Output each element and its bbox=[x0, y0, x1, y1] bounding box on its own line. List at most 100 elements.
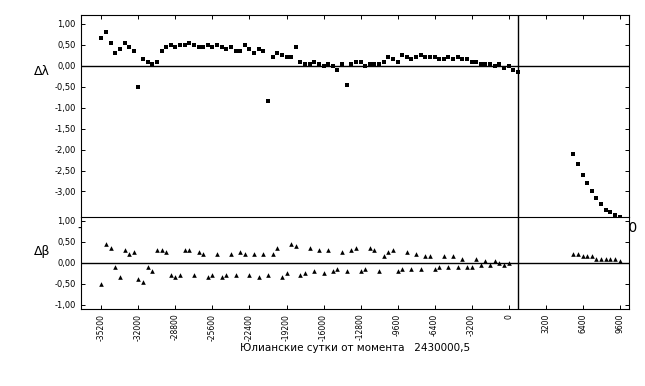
Point bbox=[157, 247, 167, 253]
Point bbox=[295, 272, 306, 278]
Point bbox=[217, 274, 227, 281]
Point bbox=[207, 44, 217, 50]
Point bbox=[134, 276, 144, 283]
Point bbox=[397, 266, 408, 272]
Point bbox=[494, 61, 504, 67]
Point bbox=[277, 274, 287, 281]
Point bbox=[457, 256, 468, 262]
Point bbox=[115, 274, 125, 281]
Point bbox=[128, 48, 139, 54]
Point bbox=[212, 251, 223, 257]
Point bbox=[240, 42, 250, 48]
Point bbox=[138, 56, 148, 63]
Point bbox=[175, 42, 185, 48]
Point bbox=[189, 42, 199, 48]
Point bbox=[411, 251, 421, 257]
Point bbox=[253, 274, 264, 281]
Point bbox=[346, 61, 357, 67]
Point bbox=[291, 243, 301, 249]
Point bbox=[323, 61, 333, 67]
Point bbox=[263, 272, 273, 278]
Point bbox=[313, 61, 324, 67]
Point bbox=[481, 61, 491, 67]
Point bbox=[258, 251, 268, 257]
Point bbox=[466, 58, 477, 64]
Point bbox=[406, 56, 417, 63]
Point bbox=[369, 61, 379, 67]
Point bbox=[411, 54, 421, 61]
Point bbox=[110, 264, 121, 270]
Point bbox=[119, 40, 130, 46]
Point bbox=[268, 54, 278, 61]
Y-axis label: Δλ: Δλ bbox=[34, 65, 50, 78]
Point bbox=[605, 256, 615, 262]
Point bbox=[351, 58, 361, 64]
Point bbox=[147, 61, 157, 67]
Point bbox=[249, 251, 259, 257]
Point bbox=[249, 50, 259, 56]
Point bbox=[600, 256, 611, 262]
Point bbox=[217, 44, 227, 50]
Point bbox=[573, 161, 583, 167]
Point bbox=[504, 260, 514, 266]
Point bbox=[420, 253, 430, 259]
Point bbox=[328, 268, 338, 274]
Point bbox=[351, 245, 361, 251]
Point bbox=[170, 44, 181, 50]
Point bbox=[415, 52, 426, 58]
Point bbox=[157, 48, 167, 54]
Point bbox=[596, 201, 606, 207]
Point bbox=[494, 260, 504, 266]
Point bbox=[230, 272, 241, 278]
Point bbox=[379, 253, 389, 259]
Point bbox=[198, 251, 208, 257]
Point bbox=[402, 249, 412, 255]
Point bbox=[161, 249, 172, 255]
Point bbox=[258, 48, 268, 54]
Point bbox=[471, 58, 481, 64]
Point bbox=[272, 245, 283, 251]
Point bbox=[610, 256, 620, 262]
Point bbox=[485, 61, 495, 67]
Point bbox=[328, 63, 338, 69]
Point bbox=[369, 247, 379, 253]
Point bbox=[573, 251, 583, 257]
Point bbox=[319, 270, 329, 276]
Y-axis label: Δβ: Δβ bbox=[34, 245, 50, 258]
Point bbox=[406, 266, 417, 272]
Point bbox=[115, 46, 125, 52]
Point bbox=[152, 58, 162, 64]
Point bbox=[587, 188, 597, 195]
Point bbox=[430, 54, 440, 61]
Point bbox=[600, 207, 611, 213]
Point bbox=[457, 56, 468, 63]
Point bbox=[194, 249, 204, 255]
Point bbox=[388, 247, 398, 253]
Point bbox=[430, 266, 440, 272]
Point bbox=[332, 266, 342, 272]
Point bbox=[471, 256, 481, 262]
Point bbox=[475, 262, 486, 268]
Point bbox=[513, 69, 523, 75]
Point bbox=[235, 48, 245, 54]
Point bbox=[286, 54, 296, 61]
Point bbox=[110, 50, 121, 56]
Point bbox=[462, 56, 472, 63]
Point bbox=[138, 278, 148, 284]
Point bbox=[198, 44, 208, 50]
Point bbox=[392, 268, 402, 274]
Point bbox=[119, 247, 130, 253]
Point bbox=[161, 44, 172, 50]
Point bbox=[194, 44, 204, 50]
Point bbox=[203, 42, 213, 48]
Point bbox=[295, 58, 306, 64]
Point bbox=[313, 247, 324, 253]
Point bbox=[337, 61, 347, 67]
Point bbox=[397, 52, 408, 58]
Point bbox=[453, 54, 463, 61]
Point bbox=[591, 195, 602, 201]
Point bbox=[128, 249, 139, 255]
Point bbox=[277, 52, 287, 58]
Point bbox=[106, 245, 116, 251]
Point bbox=[392, 58, 402, 64]
